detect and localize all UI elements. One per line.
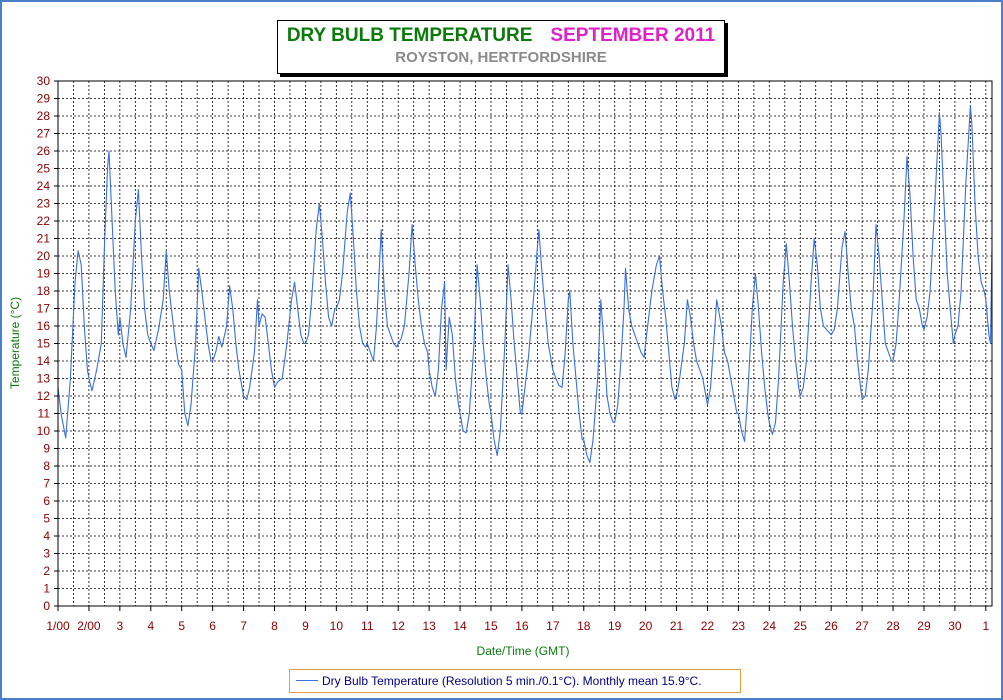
x-tick-label: 1 — [982, 619, 989, 633]
legend: Dry Bulb Temperature (Resolution 5 min./… — [289, 669, 741, 693]
y-tick-label: 19 — [37, 267, 51, 281]
y-tick-label: 12 — [37, 389, 51, 403]
y-tick-label: 21 — [37, 232, 51, 246]
x-tick-label: 28 — [886, 619, 900, 633]
x-tick-label: 15 — [484, 619, 498, 633]
title-box: DRY BULB TEMPERATURE SEPTEMBER 2011 ROYST… — [277, 20, 725, 74]
x-tick-label: 12 — [392, 619, 406, 633]
legend-entry: Dry Bulb Temperature (Resolution 5 min./… — [322, 674, 702, 688]
series-line-dry-bulb-temperature — [57, 104, 993, 464]
legend-swatch — [296, 680, 318, 681]
y-tick-label: 27 — [37, 127, 51, 141]
y-tick-label: 14 — [37, 354, 51, 368]
y-tick-label: 3 — [43, 547, 50, 561]
x-tick-label: 1/00 — [46, 619, 70, 633]
x-tick-label: 19 — [608, 619, 622, 633]
x-tick-label: 2/00 — [77, 619, 101, 633]
x-tick-label: 4 — [147, 619, 154, 633]
chart-title: DRY BULB TEMPERATURE — [286, 25, 533, 46]
x-tick-label: 23 — [732, 619, 746, 633]
y-tick-label: 26 — [37, 144, 51, 158]
y-tick-label: 17 — [37, 302, 51, 316]
y-tick-label: 16 — [37, 319, 51, 333]
y-tick-label: 13 — [37, 372, 51, 386]
y-tick-label: 1 — [43, 582, 50, 596]
y-tick-label: 11 — [38, 407, 51, 421]
x-tick-labels: 1/00 2/00 3 4 5 6 7 8 9 10 11 12 13 14 15 16 17 18 19 20 21 2… — [46, 606, 989, 633]
x-tick-label: 5 — [178, 619, 185, 633]
x-tick-label: 13 — [422, 619, 436, 633]
y-tick-label: 9 — [43, 442, 50, 456]
y-tick-label: 22 — [37, 214, 51, 228]
y-tick-label: 5 — [43, 512, 50, 526]
chart-subtitle: ROYSTON, HERTFORDSHIRE — [395, 49, 607, 66]
x-axis-label: Date/Time (GMT) — [477, 644, 570, 658]
plot-border — [57, 80, 993, 607]
y-tick-label: 2 — [43, 564, 50, 578]
y-tick-label: 23 — [37, 197, 51, 211]
x-tick-label: 20 — [639, 619, 653, 633]
x-tick-label: 27 — [855, 619, 869, 633]
y-tick-label: 7 — [43, 477, 50, 491]
y-tick-label: 30 — [37, 74, 51, 88]
y-tick-label: 20 — [37, 249, 51, 263]
x-tick-label: 17 — [546, 619, 560, 633]
x-tick-label: 10 — [330, 619, 344, 633]
x-tick-label: 26 — [824, 619, 838, 633]
y-tick-label: 24 — [37, 179, 51, 193]
x-tick-label: 6 — [209, 619, 216, 633]
chart-title-month: SEPTEMBER 2011 — [550, 25, 716, 46]
y-tick-label: 6 — [43, 494, 50, 508]
x-tick-label: 29 — [917, 619, 931, 633]
x-tick-label: 21 — [670, 619, 684, 633]
y-tick-label: 29 — [37, 92, 51, 106]
x-tick-label: 24 — [763, 619, 777, 633]
title-line: DRY BULB TEMPERATURE SEPTEMBER 2011 — [278, 25, 724, 47]
y-tick-label: 8 — [43, 459, 50, 473]
x-tick-label: 25 — [794, 619, 808, 633]
series-layer — [57, 104, 993, 464]
y-tick-label: 4 — [43, 529, 50, 543]
y-axis-label: Temperature (°C) — [8, 297, 22, 389]
x-tick-label: 11 — [361, 619, 374, 633]
x-tick-label: 8 — [271, 619, 278, 633]
y-tick-label: 15 — [37, 337, 51, 351]
x-tick-label: 22 — [701, 619, 715, 633]
y-tick-labels: 0123456789101112131415161718192021222324… — [37, 74, 58, 613]
x-tick-label: 3 — [117, 619, 124, 633]
y-tick-label: 28 — [37, 109, 51, 123]
y-tick-label: 0 — [43, 599, 50, 613]
y-tick-label: 10 — [37, 424, 51, 438]
y-tick-label: 25 — [37, 162, 51, 176]
x-tick-label: 16 — [515, 619, 529, 633]
x-tick-label: 18 — [577, 619, 591, 633]
x-tick-label: 9 — [302, 619, 309, 633]
x-tick-label: 14 — [453, 619, 467, 633]
x-tick-label: 7 — [240, 619, 247, 633]
y-tick-label: 18 — [37, 284, 51, 298]
x-tick-label: 30 — [948, 619, 962, 633]
grid-layer — [58, 81, 992, 606]
